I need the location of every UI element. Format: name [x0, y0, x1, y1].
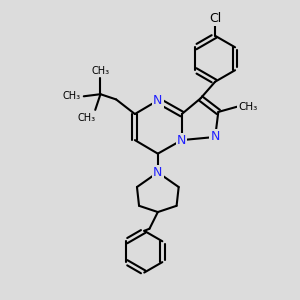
Text: Cl: Cl: [209, 12, 221, 25]
Text: N: N: [153, 166, 163, 179]
Text: CH₃: CH₃: [238, 102, 257, 112]
Text: CH₃: CH₃: [78, 113, 96, 123]
Text: CH₃: CH₃: [62, 91, 80, 101]
Text: N: N: [177, 134, 187, 147]
Text: N: N: [211, 130, 220, 143]
Text: N: N: [153, 94, 163, 107]
Text: CH₃: CH₃: [92, 66, 110, 76]
